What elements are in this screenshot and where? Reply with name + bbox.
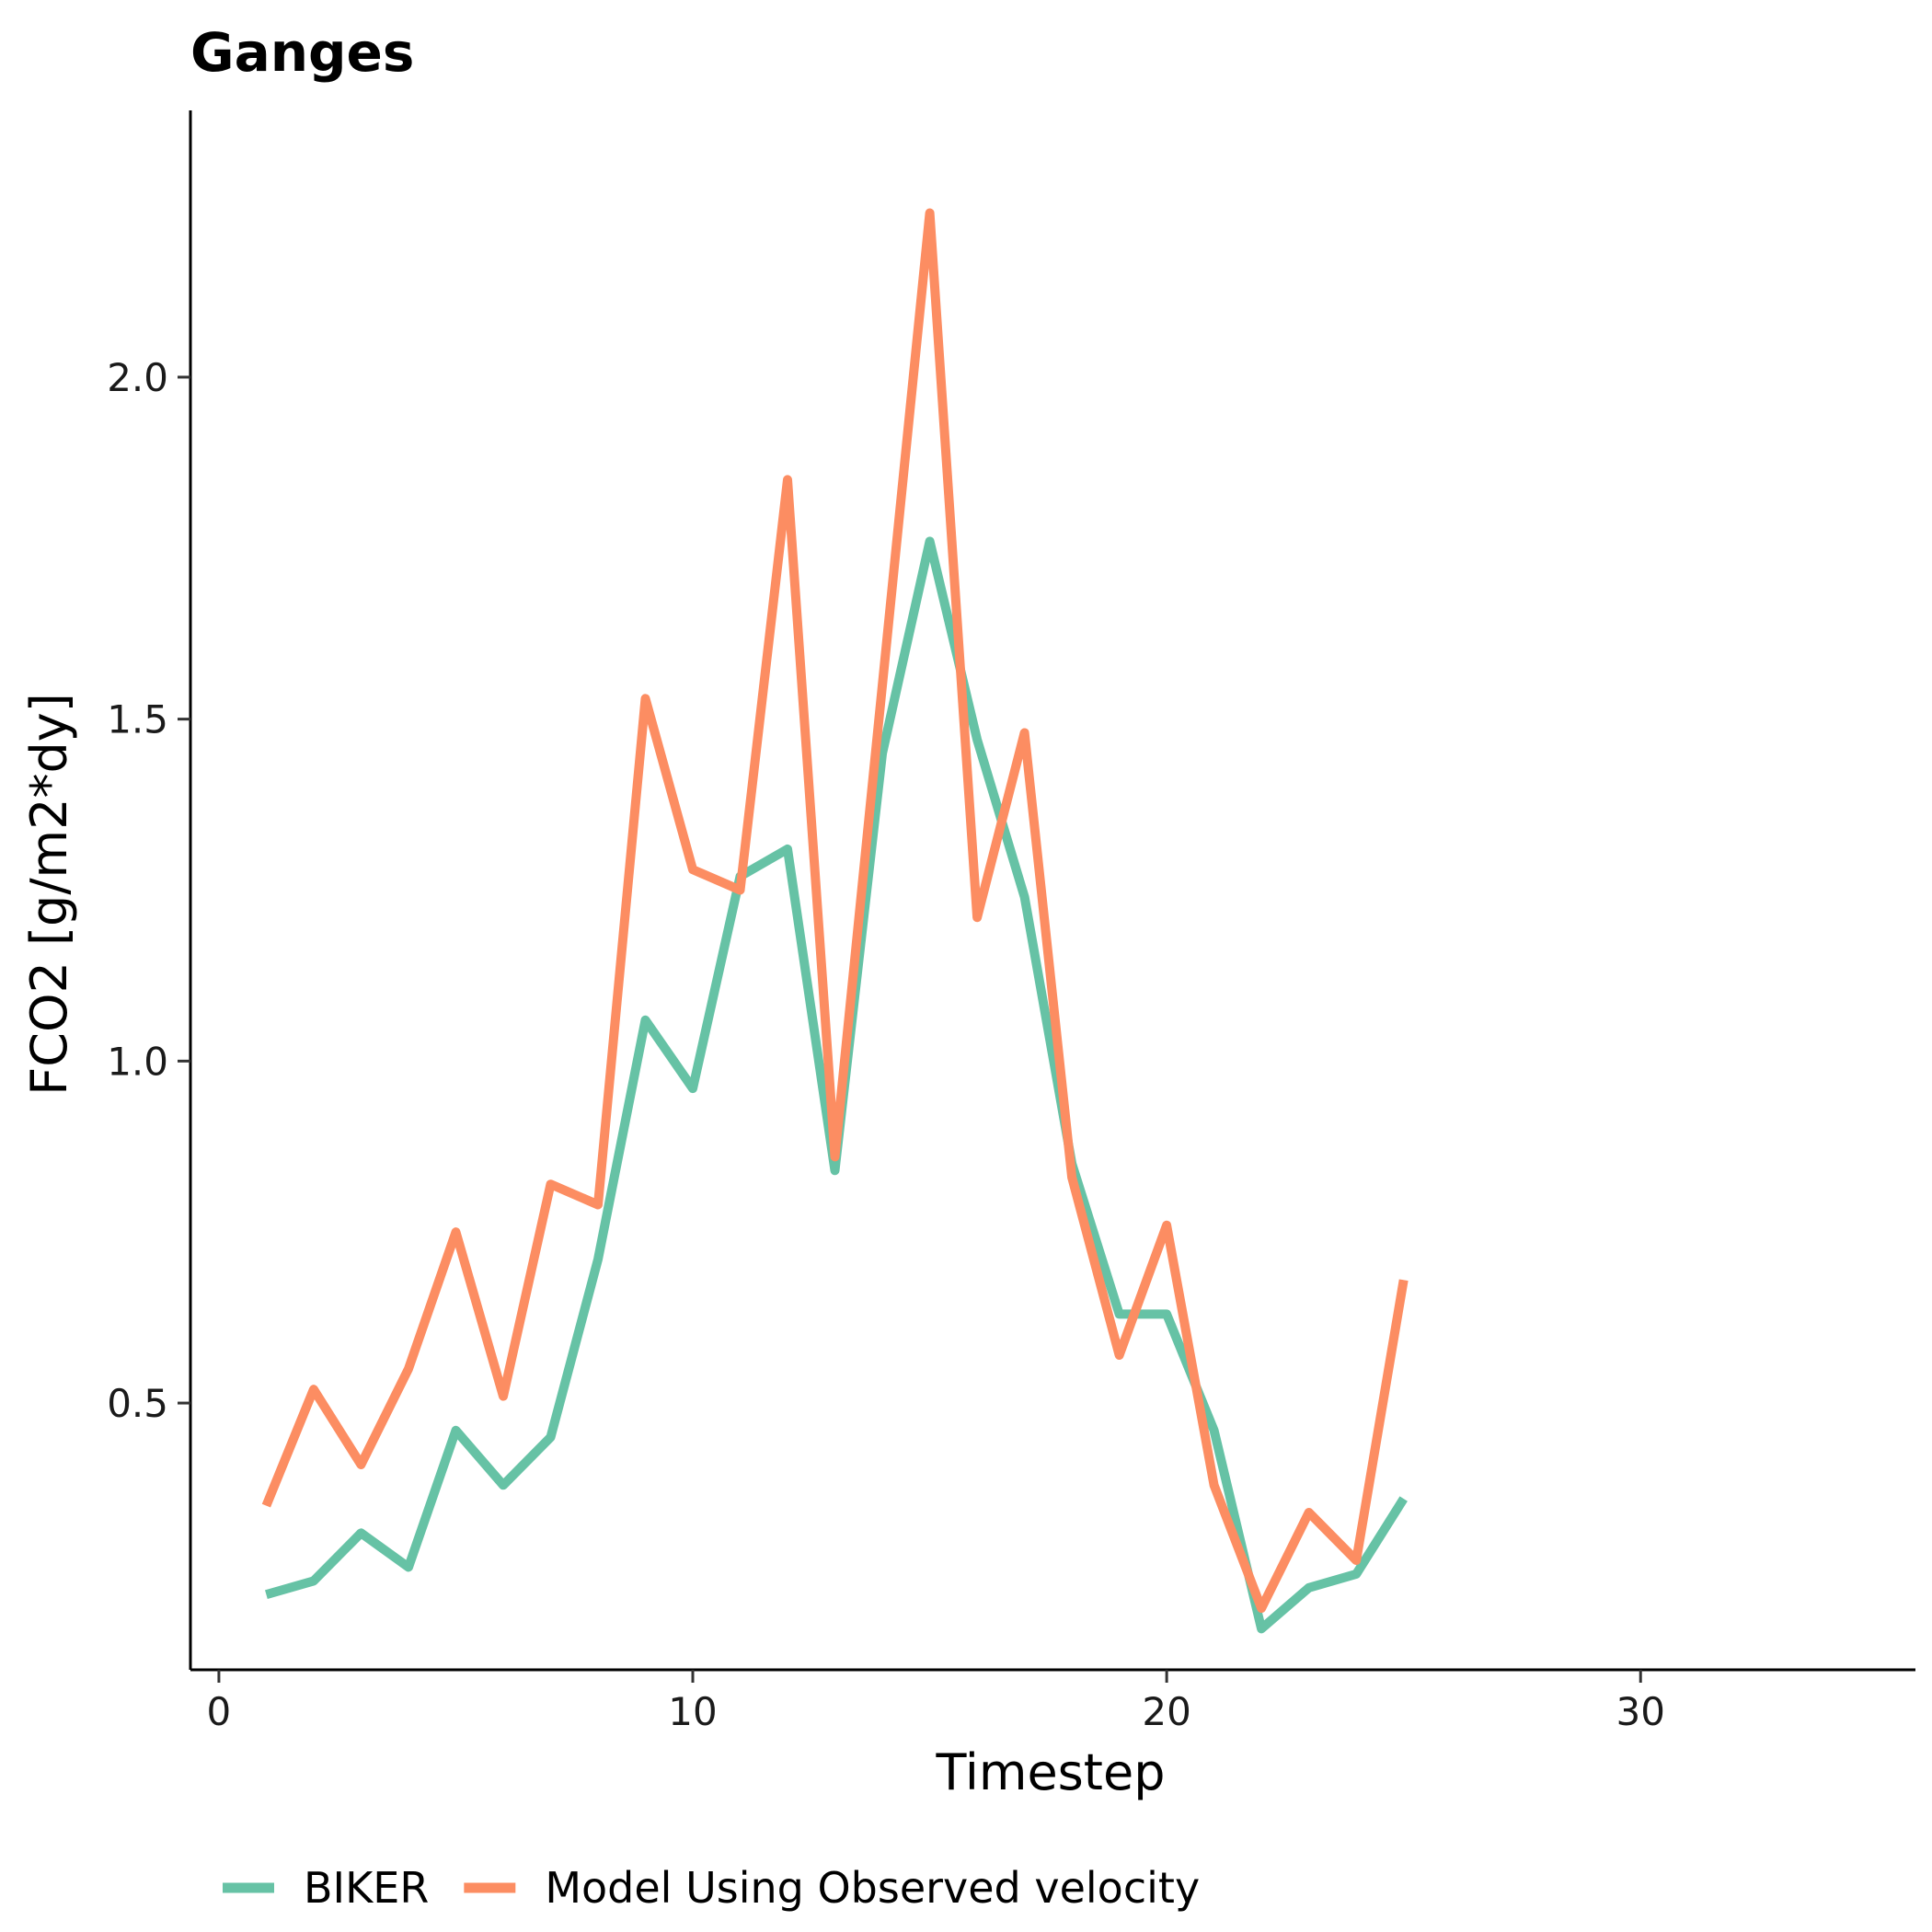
y-tick-label: 0.5: [107, 1381, 168, 1426]
y-tick-label: 1.5: [107, 697, 168, 742]
series-line-biker: [265, 536, 1408, 1634]
legend-label: Model Using Observed velocity: [545, 1863, 1200, 1913]
series-lines: [261, 208, 1409, 1634]
chart-title: Ganges: [190, 21, 414, 84]
x-tick-label: 30: [1616, 1689, 1665, 1734]
x-axis-label: Timestep: [936, 1743, 1166, 1801]
legend: BIKER Model Using Observed velocity: [223, 1863, 1200, 1913]
y-tick-label: 1.0: [107, 1039, 168, 1084]
x-tick-label: 0: [207, 1689, 232, 1734]
y-axis-label: FCO2 [g/m2*dy]: [20, 693, 78, 1096]
series-line-model-observed-velocity: [261, 208, 1409, 1614]
y-tick-label: 2.0: [107, 355, 168, 400]
axes: 0 10 20 30 0.5 1.0 1.5 2.0: [107, 110, 1915, 1734]
x-tick-label: 20: [1142, 1689, 1190, 1734]
legend-label: BIKER: [304, 1863, 429, 1913]
x-tick-label: 10: [668, 1689, 717, 1734]
